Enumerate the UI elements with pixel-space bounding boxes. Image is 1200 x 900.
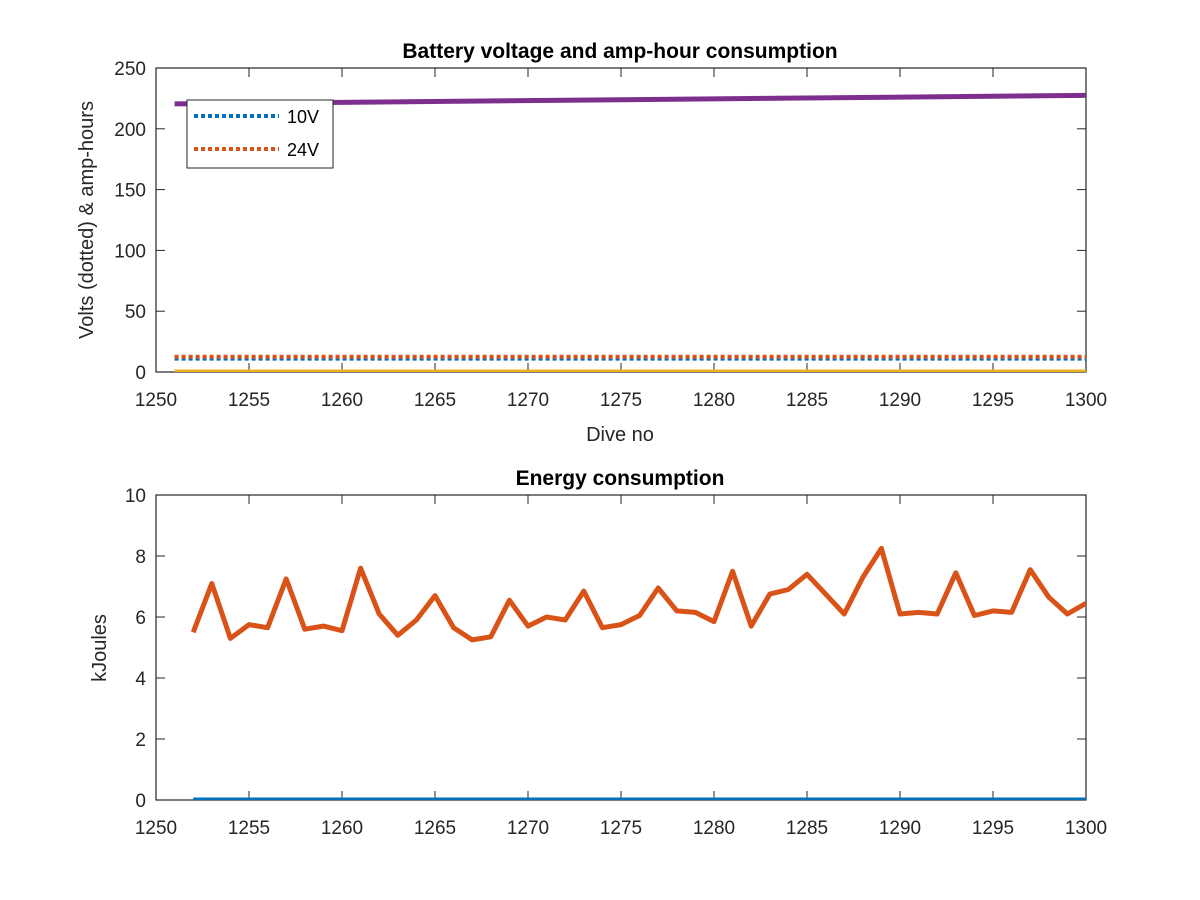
voltage-ytick-label: 200: [114, 120, 146, 141]
voltage-chart: Battery voltage and amp-hour consumption…: [76, 40, 1107, 446]
energy-ytick-label: 4: [135, 669, 146, 690]
energy-ytick-label: 10: [125, 486, 146, 507]
energy-xtick-label: 1255: [228, 818, 270, 839]
voltage-ytick-label: 250: [114, 59, 146, 80]
voltage-ytick-label: 50: [125, 302, 146, 323]
energy-xtick-label: 1265: [414, 818, 456, 839]
voltage-xtick-label: 1295: [972, 390, 1014, 411]
energy-chart: Energy consumption kJoules 1250 1255 1260 1…: [89, 467, 1107, 839]
voltage-ytick-label: 100: [114, 241, 146, 262]
voltage-xtick-label: 1260: [321, 390, 363, 411]
energy-series-line-1: [190, 545, 1086, 643]
energy-xtick-label: 1270: [507, 818, 549, 839]
energy-xtick-label: 1300: [1065, 818, 1107, 839]
energy-ytick-label: 2: [135, 730, 146, 751]
energy-xtick-label: 1295: [972, 818, 1014, 839]
voltage-chart-title: Battery voltage and amp-hour consumption: [402, 40, 837, 63]
energy-chart-ylabel: kJoules: [89, 614, 111, 682]
energy-xtick-label: 1285: [786, 818, 828, 839]
energy-xtick-label: 1250: [135, 818, 177, 839]
voltage-ytick-label: 0: [135, 363, 146, 384]
energy-xtick-label: 1280: [693, 818, 735, 839]
voltage-xtick-label: 1255: [228, 390, 270, 411]
voltage-xtick-label: 1300: [1065, 390, 1107, 411]
voltage-chart-xlabel: Dive no: [586, 424, 654, 446]
energy-ytick-label: 6: [135, 608, 146, 629]
energy-chart-title: Energy consumption: [516, 467, 725, 490]
voltage-legend: [186, 99, 334, 169]
voltage-xtick-label: 1265: [414, 390, 456, 411]
energy-axes-box: [155, 494, 1087, 801]
energy-xtick-label: 1275: [600, 818, 642, 839]
voltage-xtick-label: 1275: [600, 390, 642, 411]
energy-ytick-label: 0: [135, 791, 146, 812]
voltage-xtick-label: 1285: [786, 390, 828, 411]
voltage-xtick-label: 1270: [507, 390, 549, 411]
voltage-chart-ylabel: Volts (dotted) & amp-hours: [76, 101, 98, 339]
voltage-legend-label: 10V: [287, 107, 319, 127]
voltage-xtick-label: 1290: [879, 390, 921, 411]
energy-ytick-label: 8: [135, 547, 146, 568]
voltage-ytick-label: 150: [114, 181, 146, 202]
voltage-xtick-label: 1280: [693, 390, 735, 411]
energy-series-group: [190, 545, 1086, 800]
voltage-legend-label: 24V: [287, 140, 319, 160]
voltage-xtick-label: 1250: [135, 390, 177, 411]
energy-xtick-label: 1290: [879, 818, 921, 839]
energy-xtick-label: 1260: [321, 818, 363, 839]
